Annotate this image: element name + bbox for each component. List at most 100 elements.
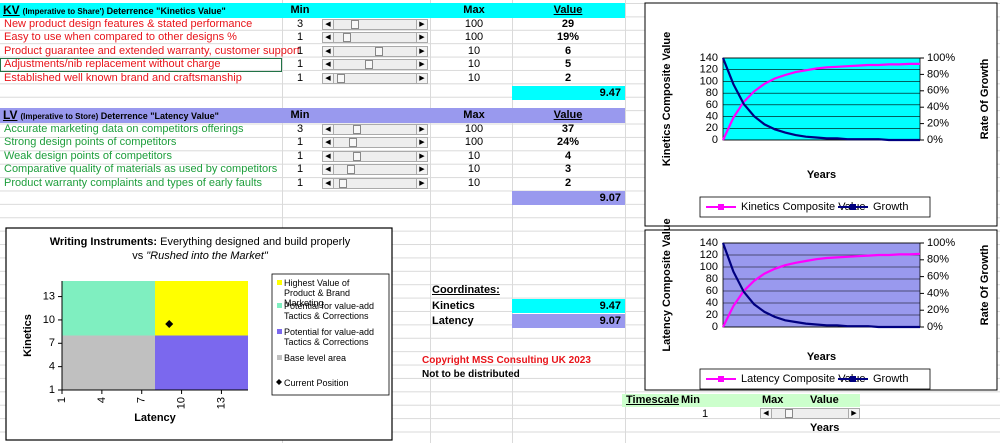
y-tick-label: 0 <box>712 321 718 333</box>
legend-swatch <box>277 280 282 285</box>
y-tick-label: 4 <box>49 361 55 373</box>
legend-label: Current Position <box>284 378 349 388</box>
row-label: Product warranty complaints and types of… <box>4 176 263 189</box>
y-tick-label: 80 <box>706 273 718 285</box>
row-value: 3 <box>564 163 572 176</box>
row-label: Weak design points of competitors <box>4 149 172 162</box>
legend-marker <box>276 379 282 385</box>
y-tick-label: 0 <box>712 134 718 146</box>
scroll-left-arrow: ◀ <box>323 138 334 148</box>
heading-text: Deterrence "Kinetics Value" <box>104 6 226 16</box>
column-line <box>625 0 626 443</box>
max-header: Max <box>463 4 485 16</box>
legend-label: Potential for value-add Tactics & Correc… <box>284 301 375 321</box>
coordinate-band <box>512 299 625 313</box>
y-tick-label: 60 <box>706 99 718 111</box>
y2-tick-label: 0% <box>927 321 943 333</box>
legend-label: Highest Value of Product & Brand Marketi… <box>284 278 351 308</box>
legend-marker <box>850 376 856 382</box>
coordinate-label: Latency <box>432 315 474 327</box>
row-label: Adjustments/nib replacement without char… <box>4 58 221 71</box>
scrollbar: ◀ ▶ <box>760 408 860 419</box>
legend-label: Growth <box>873 373 908 385</box>
coordinates-title: Coordinates: <box>432 284 500 296</box>
timescale-min: 1 <box>701 408 709 420</box>
timescale-value-header: Value <box>810 394 839 406</box>
scroll-left-arrow: ◀ <box>323 165 334 175</box>
row-min: 1 <box>296 163 304 176</box>
total-value: 9.47 <box>599 87 621 99</box>
series-line <box>721 242 920 329</box>
scroll-thumb <box>351 20 359 29</box>
timescale-min-header: Min <box>681 394 700 406</box>
scroll-right-arrow: ▶ <box>416 60 427 70</box>
value-header: Value <box>553 4 583 16</box>
row-value: 24% <box>556 136 580 149</box>
row-min: 3 <box>296 123 304 135</box>
row-min: 3 <box>296 18 304 30</box>
y2-tick-label: 0% <box>927 134 943 146</box>
row-min: 1 <box>296 136 304 149</box>
title-rest: Everything designed and build properly <box>157 236 351 248</box>
chart-frame <box>644 2 998 227</box>
x-axis-label: Latency <box>134 412 176 424</box>
legend-label: Latency Composite Value <box>741 373 866 385</box>
series-line <box>721 57 920 142</box>
scrollbar: ◀ ▶ <box>322 72 428 84</box>
scrollbar: ◀ ▶ <box>322 177 428 189</box>
current-position <box>165 320 174 329</box>
legend-swatch <box>277 303 282 308</box>
scroll-right-arrow: ▶ <box>416 125 427 134</box>
row-max: 100 <box>464 31 484 44</box>
total-band <box>512 191 625 205</box>
row-label: Easy to use when compared to other desig… <box>4 31 237 44</box>
heading-sub: (Imperative to Store) <box>20 112 99 121</box>
x-axis-label: Years <box>807 169 836 181</box>
y-tick-label: 80 <box>706 87 718 99</box>
row-max: 100 <box>464 136 484 149</box>
scrollbar: ◀ ▶ <box>322 45 428 57</box>
subtitle-italic: "Rushed into the Market" <box>146 250 269 262</box>
quadrant-area <box>155 335 248 390</box>
column-line <box>430 0 431 443</box>
y-tick-label: 60 <box>706 285 718 297</box>
scroll-right-arrow: ▶ <box>416 138 427 148</box>
legend-label: Base level area <box>284 353 347 363</box>
scroll-thumb <box>337 73 345 83</box>
y2-axis-label: Rate Of Growth <box>979 244 991 325</box>
x-tick-label: 13 <box>215 397 227 409</box>
scroll-thumb <box>353 151 361 161</box>
row-min: 1 <box>296 149 304 162</box>
y-tick-label: 100 <box>700 261 718 273</box>
scroll-left-arrow: ◀ <box>323 73 334 83</box>
scrollbar: ◀ ▶ <box>322 59 428 71</box>
chart-subtitle: vs "Rushed into the Market" <box>132 250 269 262</box>
scrollbar: ◀ ▶ <box>322 32 428 44</box>
y2-tick-label: 100% <box>927 237 955 249</box>
scrollbar: ◀ ▶ <box>322 124 428 135</box>
series-line <box>722 62 920 141</box>
scroll-right-arrow: ▶ <box>416 20 427 29</box>
row-max: 10 <box>467 149 481 162</box>
row-value: 4 <box>564 149 572 162</box>
y2-tick-label: 60% <box>927 85 949 97</box>
row-max: 10 <box>467 163 481 176</box>
scrollbar: ◀ ▶ <box>322 19 428 30</box>
series-line <box>722 252 921 328</box>
scroll-thumb <box>339 178 347 188</box>
scroll-left-arrow: ◀ <box>323 125 334 134</box>
coordinate-band <box>512 314 625 328</box>
legend-label: Growth <box>873 201 908 213</box>
timescale-label: Timescale <box>626 394 680 406</box>
y-axis-label: Kinetics Composite Value <box>661 32 673 166</box>
scroll-thumb <box>353 125 361 134</box>
scroll-thumb <box>347 165 355 175</box>
timescale-max-header: Max <box>762 394 784 406</box>
x-tick-label: 1 <box>56 397 68 403</box>
y-tick-label: 120 <box>700 249 718 261</box>
heading-sub: (Imperative to Share') <box>22 7 105 16</box>
coordinate-label: Kinetics <box>432 300 475 312</box>
y-tick-label: 1 <box>49 384 55 396</box>
coordinate-value: 9.47 <box>599 300 621 312</box>
